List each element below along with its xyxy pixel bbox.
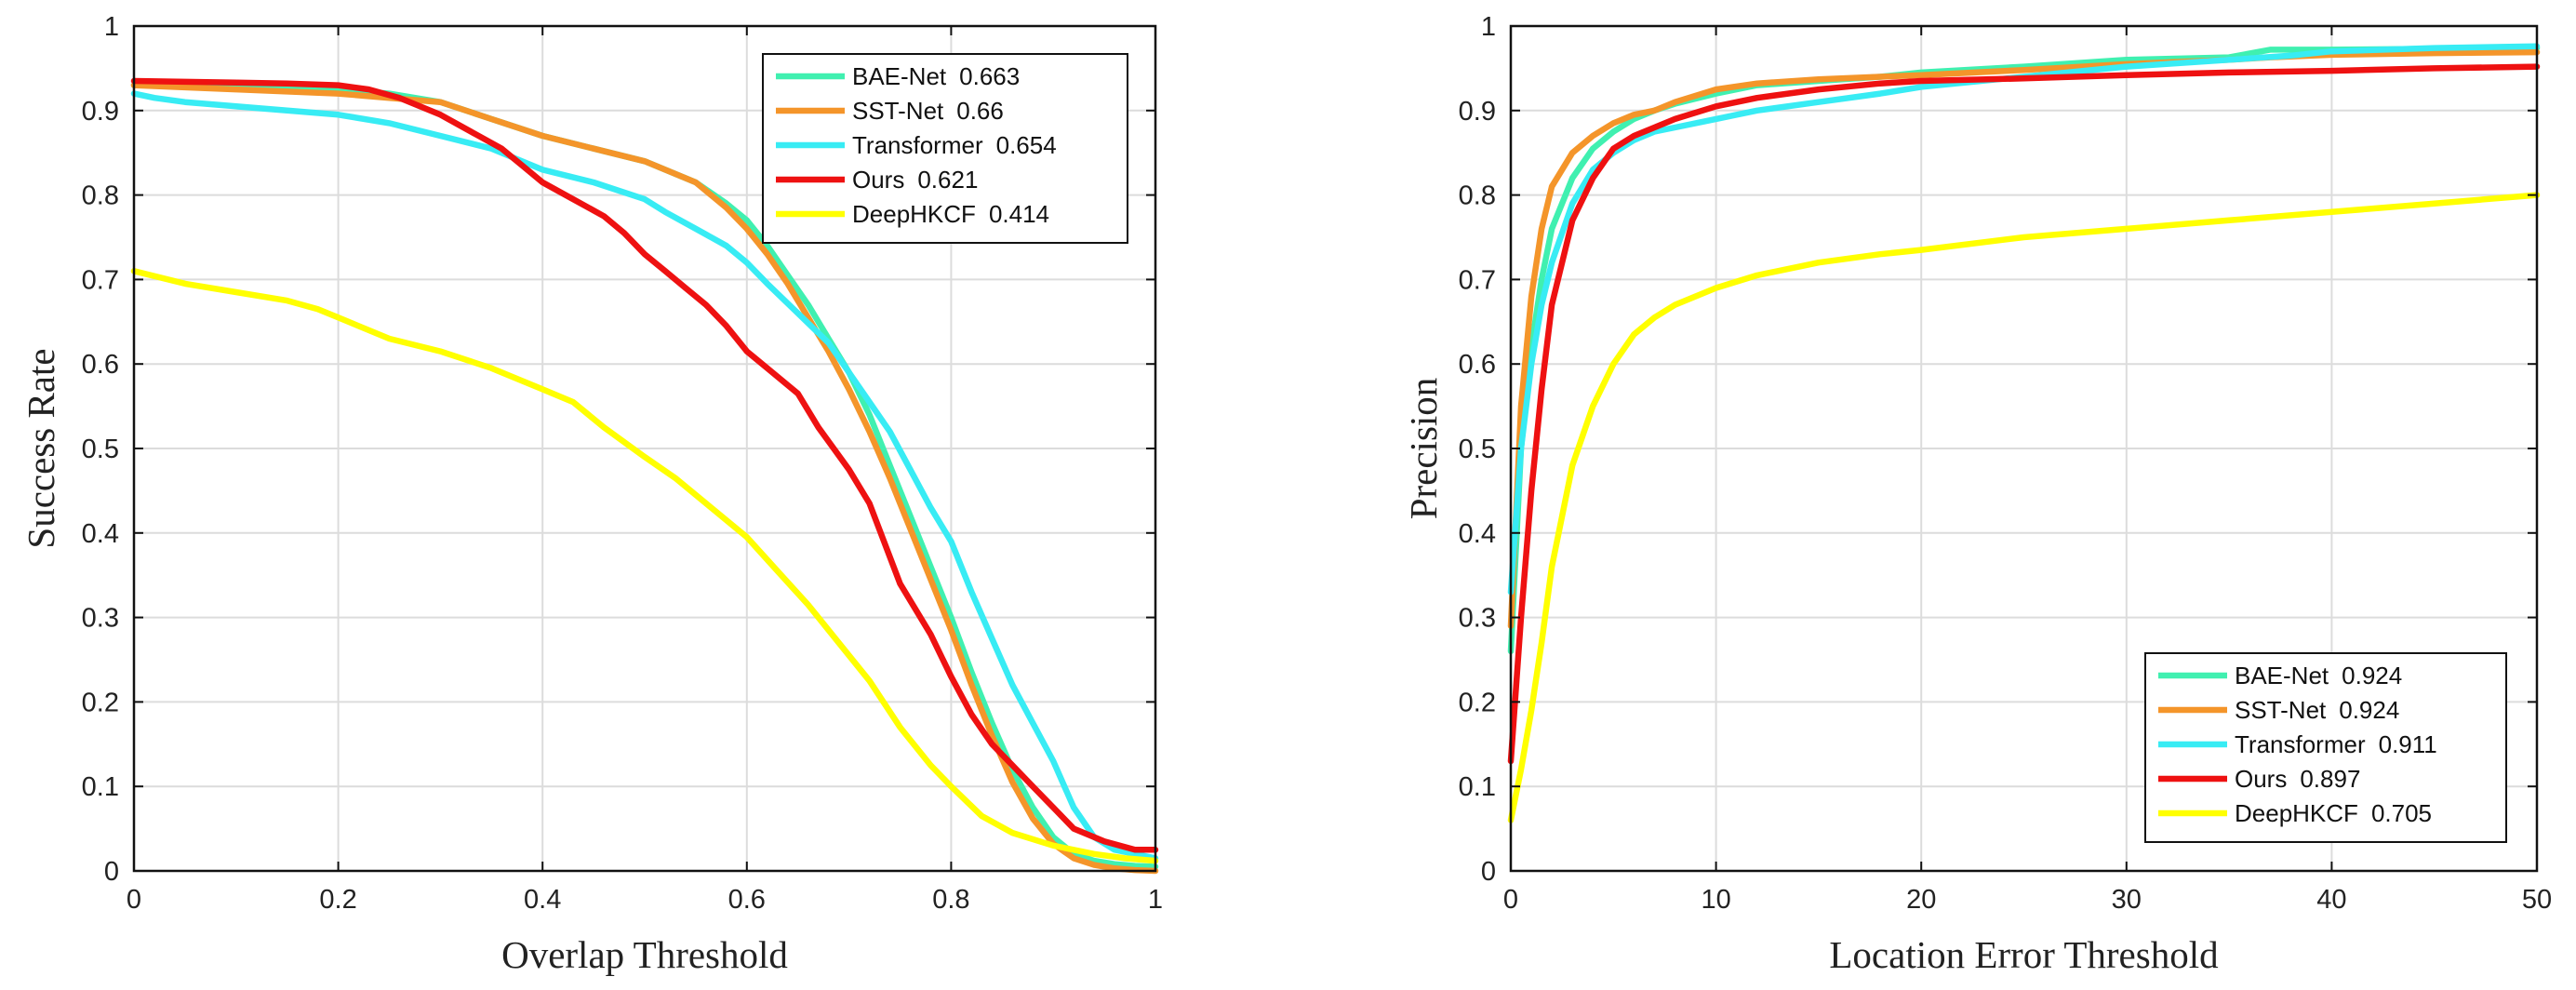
x-axis: 0 10 20 30 40 50 (1503, 26, 2552, 915)
legend-label: Ours (852, 166, 904, 194)
y-axis: 0 0.1 0.2 0.3 0.4 0.5 0.6 0.7 0.8 0.9 1 (1459, 12, 2537, 887)
legend-entry: DeepHKCF 0.705 (2158, 799, 2432, 827)
legend-score: 0.705 (2371, 799, 2432, 827)
y-tick-label: 0.6 (82, 350, 119, 380)
legend-entry: SST-Net 0.924 (2158, 696, 2399, 724)
legend-entry: BAE-Net 0.924 (2158, 662, 2402, 689)
y-tick-label: 0 (104, 857, 119, 887)
series-line-deephkcf (1507, 192, 2541, 823)
legend-entry: Ours 0.897 (2158, 765, 2360, 793)
series-group (130, 77, 1159, 875)
y-tick-label: 0.5 (82, 435, 119, 464)
x-tick-label: 1 (1148, 885, 1163, 915)
y-tick-label: 0.6 (1459, 350, 1496, 380)
x-tick-label: 0 (127, 885, 141, 915)
x-tick-label: 30 (2112, 885, 2142, 915)
legend-entry: Transformer 0.911 (2158, 730, 2437, 758)
grid (134, 26, 1155, 871)
legend-score: 0.911 (2379, 730, 2437, 758)
y-tick-label: 0.7 (82, 265, 119, 295)
legend-score: 0.414 (989, 200, 1049, 228)
series-line-transformer (1507, 43, 2541, 595)
x-tick-label: 0.6 (728, 885, 766, 915)
chart-panel-2: 0 10 20 30 40 5000.10.20.30.40.50.60.70.80.91… (1402, 12, 2552, 976)
y-tick-label: 0.4 (1459, 519, 1496, 549)
series-line-transformer (130, 90, 1159, 862)
legend-score: 0.663 (959, 62, 1020, 90)
y-tick-label: 0 (1481, 857, 1496, 887)
legend-score: 0.621 (917, 166, 978, 194)
grid (1511, 26, 2537, 871)
x-tick-label: 10 (1701, 885, 1730, 915)
x-axis-title: Overlap Threshold (501, 933, 788, 976)
y-tick-label: 0.2 (1459, 688, 1496, 717)
series-line-deephkcf (130, 268, 1159, 864)
legend-score: 0.924 (2339, 696, 2399, 724)
series-line-ours (1507, 63, 2541, 765)
legend-entry: DeepHKCF 0.414 (776, 200, 1049, 228)
x-tick-label: 20 (1906, 885, 1936, 915)
y-axis: 0 0.1 0.2 0.3 0.4 0.5 0.6 0.7 0.8 0.9 1 (82, 12, 1155, 887)
legend-label: Ours (2235, 765, 2287, 793)
chart-panel-1: 0 0.2 0.4 0.6 0.8 100.10.20.30.40.50.60.70.80… (20, 12, 1163, 976)
y-tick-label: 1 (1481, 12, 1496, 42)
y-tick-label: 0.9 (82, 97, 119, 127)
legend-label: BAE-Net (2235, 662, 2329, 689)
y-tick-label: 0.3 (82, 604, 119, 634)
legend-score: 0.66 (956, 97, 1004, 125)
y-tick-label: 0.7 (1459, 265, 1496, 295)
series-line-sst-net (130, 82, 1159, 875)
y-tick-label: 0.9 (1459, 97, 1496, 127)
y-tick-label: 0.2 (82, 688, 119, 717)
y-tick-label: 0.5 (1459, 435, 1496, 464)
legend-entry: Ours 0.621 (776, 166, 978, 194)
x-tick-label: 50 (2522, 885, 2552, 915)
legend: BAE-Net 0.663 SST-Net 0.66 Transformer 0.654 O… (762, 53, 1128, 244)
y-tick-label: 0.1 (1459, 772, 1496, 802)
legend-score: 0.654 (996, 131, 1057, 159)
legend-label: SST-Net (2235, 696, 2327, 724)
legend: BAE-Net 0.924 SST-Net 0.924 Transformer 0.911… (2144, 652, 2507, 843)
legend-label: Transformer (2235, 730, 2366, 758)
series-group (1507, 43, 2541, 823)
legend-score: 0.924 (2342, 662, 2402, 689)
y-tick-label: 0.8 (1459, 181, 1496, 211)
x-tick-label: 0.8 (932, 885, 969, 915)
y-tick-label: 0.4 (82, 519, 119, 549)
legend-entry: BAE-Net 0.663 (776, 62, 1020, 90)
legend-label: Transformer (852, 131, 983, 159)
y-axis-title: Success Rate (20, 348, 62, 548)
y-tick-label: 1 (104, 12, 119, 42)
y-tick-label: 0.3 (1459, 604, 1496, 634)
legend-label: DeepHKCF (2235, 799, 2358, 827)
legend-entry: Transformer 0.654 (776, 131, 1057, 159)
x-tick-label: 0.4 (524, 885, 561, 915)
x-tick-label: 0 (1503, 885, 1518, 915)
x-tick-label: 40 (2316, 885, 2346, 915)
y-tick-label: 0.8 (82, 181, 119, 211)
legend-score: 0.897 (2300, 765, 2360, 793)
y-axis-title: Precision (1402, 378, 1445, 520)
legend-entry: SST-Net 0.66 (776, 97, 1004, 125)
x-tick-label: 0.2 (319, 885, 356, 915)
series-line-ours (130, 77, 1159, 853)
legend-label: DeepHKCF (852, 200, 976, 228)
x-axis-title: Location Error Threshold (1829, 933, 2218, 976)
legend-label: BAE-Net (852, 62, 947, 90)
y-tick-label: 0.1 (82, 772, 119, 802)
series-line-bae-net (1507, 45, 2541, 655)
x-axis: 0 0.2 0.4 0.6 0.8 1 (127, 26, 1163, 915)
legend-label: SST-Net (852, 97, 944, 125)
